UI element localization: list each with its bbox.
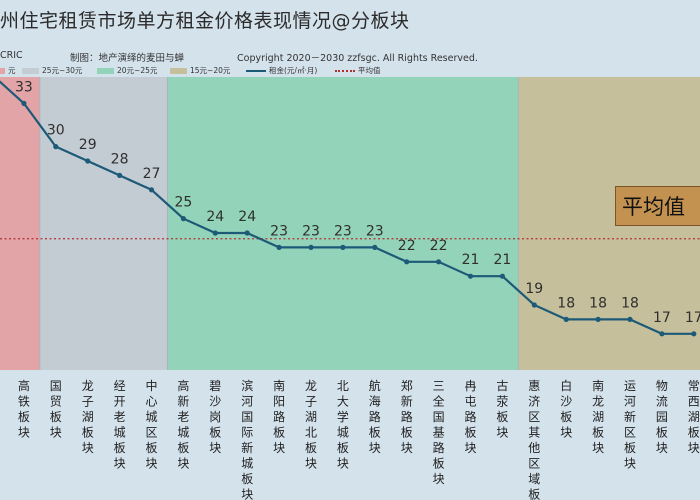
- legend-label-band-1: 元: [8, 66, 16, 75]
- data-point: [499, 273, 505, 279]
- category-label: 滨河国际新城板块: [241, 378, 253, 500]
- data-point: [531, 302, 537, 308]
- category-label: 龙子湖板块: [82, 379, 94, 455]
- price-band-3: [167, 77, 519, 370]
- data-point: [372, 244, 378, 250]
- data-label: 21: [493, 252, 511, 268]
- legend-swatch-band-4: [170, 67, 187, 74]
- data-label: 33: [15, 79, 33, 95]
- category-label: 三全国基路板块: [433, 379, 445, 486]
- data-point: [659, 331, 665, 337]
- legend-swatch-band-3: [97, 67, 114, 74]
- data-point: [180, 216, 186, 222]
- category-label: 郑新路板块: [401, 378, 413, 455]
- data-label: 18: [557, 295, 575, 311]
- category-label: 北大学城板块: [337, 379, 349, 471]
- data-label: 23: [302, 223, 320, 239]
- category-label: 南阳路板块: [273, 378, 285, 455]
- category-label: 冉屯路板块: [464, 379, 476, 455]
- category-label: 运河新区板块: [624, 379, 636, 471]
- data-label: 23: [270, 223, 288, 239]
- legend-label-band-4: 15元~20元: [190, 66, 231, 75]
- category-label: 南龙湖板块: [592, 378, 604, 455]
- data-point: [276, 244, 282, 250]
- category-label: 龙子湖北板块: [305, 379, 317, 471]
- data-label: 25: [174, 195, 192, 211]
- legend-series: 租金(元/㎡·月): [246, 65, 317, 76]
- legend-swatch-band-1: [0, 67, 5, 74]
- data-label: 23: [366, 223, 384, 239]
- legend-band-1: 元: [0, 65, 16, 76]
- data-point: [53, 144, 59, 150]
- data-label: 29: [79, 137, 97, 153]
- data-point: [340, 244, 346, 250]
- copyright-notice: Copyright 2020－2030 zzfsgc. All Rights R…: [237, 53, 478, 64]
- data-point: [627, 316, 633, 322]
- maker-credit: 制图：地产演绎的麦田与蝉: [70, 53, 185, 64]
- category-label: 惠济区其他区域板块: [528, 379, 540, 500]
- data-label: 22: [430, 238, 448, 254]
- category-label: 物流园板块: [656, 379, 668, 455]
- category-label: 白沙板块: [560, 378, 572, 440]
- data-label: 18: [621, 295, 639, 311]
- data-label: 17: [685, 310, 700, 326]
- category-label: 国贸板块: [50, 379, 62, 440]
- legend-swatch-band-2: [22, 67, 39, 74]
- price-band-2: [39, 77, 168, 370]
- data-label: 18: [589, 295, 607, 311]
- legend-average: 平均值: [335, 65, 381, 76]
- category-label: 中心城区板块: [145, 378, 157, 471]
- data-point: [244, 230, 250, 236]
- data-point: [436, 259, 442, 265]
- average-callout: 平均值: [615, 186, 700, 226]
- legend-band-3: 20元~25元: [97, 65, 157, 76]
- data-point: [21, 100, 27, 106]
- legend-average-label: 平均值: [358, 66, 381, 75]
- data-point: [595, 316, 601, 322]
- data-label: 27: [143, 166, 161, 182]
- category-label: 经开老城板块: [114, 379, 126, 471]
- category-label: 碧沙岗板块: [209, 379, 221, 455]
- data-label: 24: [238, 209, 256, 225]
- data-label: 28: [111, 151, 129, 167]
- data-point: [563, 316, 569, 322]
- data-label: 21: [462, 252, 480, 268]
- data-point: [404, 259, 410, 265]
- data-label: 17: [653, 310, 671, 326]
- data-label: 23: [334, 223, 352, 239]
- legend-line-swatch: [246, 69, 266, 72]
- data-label: 22: [398, 238, 416, 254]
- category-label: 常西湖板块: [688, 379, 700, 455]
- data-label: 30: [47, 123, 65, 139]
- source-credit: CRIC: [0, 50, 23, 61]
- data-point: [85, 158, 91, 164]
- data-label: 24: [206, 209, 224, 225]
- legend-series-label: 租金(元/㎡·月): [269, 66, 318, 75]
- data-label: 19: [525, 281, 543, 297]
- chart-title: 州住宅租赁市场单方租金价格表现情况@分板块: [0, 10, 410, 32]
- legend-label-band-3: 20元~25元: [117, 66, 158, 75]
- legend-label-band-2: 25元~30元: [42, 66, 83, 75]
- data-point: [148, 187, 155, 193]
- legend-band-2: 25元~30元: [22, 65, 82, 76]
- legend-average-swatch: [335, 69, 355, 72]
- category-label: 古荥板块: [496, 378, 508, 440]
- legend-band-4: 15元~20元: [170, 65, 230, 76]
- data-point: [212, 230, 218, 236]
- data-point: [467, 273, 474, 279]
- category-label: 高新老城板块: [177, 378, 189, 471]
- category-label: 高铁板块: [18, 378, 30, 440]
- data-point: [308, 244, 314, 250]
- data-point: [117, 172, 123, 178]
- category-label: 航海路板块: [369, 378, 381, 455]
- data-point: [691, 331, 697, 337]
- price-band-1: [0, 77, 40, 370]
